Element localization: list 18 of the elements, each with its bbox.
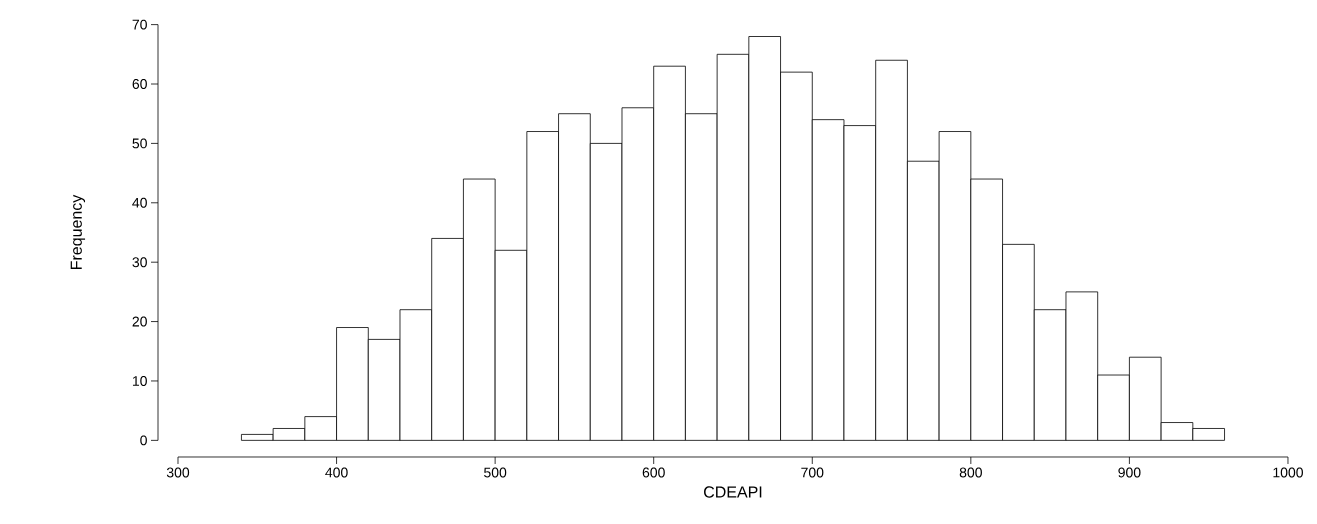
x-tick-label: 1000: [1273, 467, 1303, 478]
x-tick-label: 800: [959, 467, 982, 478]
x-tick-label: 900: [1118, 467, 1141, 478]
x-tick-label: 700: [801, 467, 824, 478]
y-tick-label: 70: [132, 19, 147, 30]
y-tick-label: 40: [132, 197, 147, 208]
y-tick-label: 0: [140, 435, 147, 446]
x-tick-label: 500: [484, 467, 507, 478]
y-tick-label: 50: [132, 138, 147, 149]
x-tick-label: 300: [166, 467, 190, 478]
x-tick-label: 600: [642, 467, 665, 478]
y-tick-label: 20: [132, 316, 147, 327]
x-tick-label: 400: [325, 467, 348, 478]
y-tick-label: 10: [132, 376, 147, 386]
y-tick-label: 60: [132, 79, 147, 89]
x-axis-title: CDEAPI: [704, 486, 762, 498]
y-tick-label: 30: [132, 257, 147, 268]
y-axis-title: Frequency: [70, 194, 86, 269]
